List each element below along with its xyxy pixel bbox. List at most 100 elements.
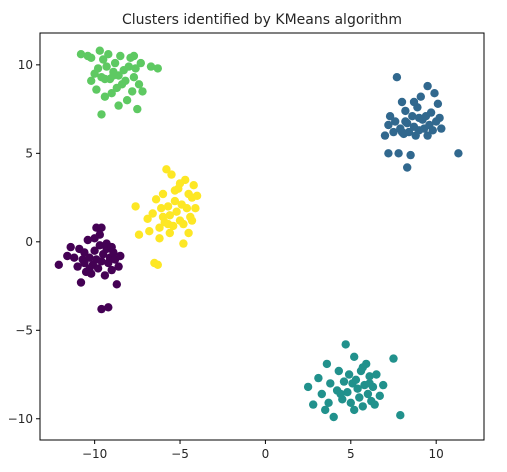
data-point-cluster-3-0 xyxy=(76,50,86,59)
data-point-cluster-1-29 xyxy=(435,113,444,123)
data-point-cluster-1-6 xyxy=(394,149,403,158)
data-point-cluster-2-37 xyxy=(370,400,379,409)
data-point-cluster-0-16 xyxy=(93,264,103,273)
data-point-cluster-4-34 xyxy=(170,186,180,195)
data-point-cluster-4-12 xyxy=(162,165,171,174)
data-point-cluster-1-2 xyxy=(385,112,395,121)
data-point-cluster-1-0 xyxy=(380,131,390,140)
data-point-cluster-3-7 xyxy=(99,55,108,64)
data-point-cluster-3-32 xyxy=(97,110,106,119)
data-point-cluster-4-29 xyxy=(191,204,200,213)
data-point-cluster-3-21 xyxy=(122,96,132,105)
data-point-cluster-1-27 xyxy=(430,89,439,98)
data-point-cluster-3-30 xyxy=(146,62,156,71)
data-point-cluster-4-36 xyxy=(184,228,193,238)
data-point-cluster-3-2 xyxy=(87,76,96,86)
data-point-cluster-2-11 xyxy=(339,377,349,386)
data-point-cluster-4-39 xyxy=(187,216,197,225)
x-tick-label: 0 xyxy=(262,447,270,461)
data-point-cluster-3-22 xyxy=(124,62,133,71)
data-point-cluster-0-3 xyxy=(70,253,79,262)
chart-title: Clusters identified by KMeans algorithm xyxy=(122,12,402,28)
x-axis-ticks: −10 −5 0 5 10 xyxy=(82,440,444,461)
points-layer xyxy=(54,46,463,422)
data-point-cluster-3-20 xyxy=(121,76,130,86)
data-point-cluster-1-12 xyxy=(404,127,414,137)
data-point-cluster-4-33 xyxy=(179,219,188,229)
data-point-cluster-4-28 xyxy=(189,181,198,190)
data-point-cluster-4-18 xyxy=(172,207,181,216)
data-point-cluster-2-17 xyxy=(350,405,359,415)
data-point-cluster-0-32 xyxy=(97,223,106,232)
data-point-cluster-2-6 xyxy=(326,379,335,388)
data-point-cluster-1-1 xyxy=(384,120,393,130)
data-point-cluster-3-12 xyxy=(107,89,116,98)
data-point-cluster-2-14 xyxy=(344,370,354,379)
data-point-cluster-3-31 xyxy=(153,64,162,73)
data-point-cluster-2-34 xyxy=(350,352,359,361)
data-point-cluster-4-13 xyxy=(163,202,173,211)
data-point-cluster-4-3 xyxy=(145,227,154,236)
data-point-cluster-2-1 xyxy=(309,400,318,409)
data-point-cluster-4-37 xyxy=(175,179,185,188)
data-point-cluster-0-14 xyxy=(90,246,99,255)
data-point-cluster-3-9 xyxy=(102,62,111,71)
data-point-cluster-4-1 xyxy=(134,230,144,239)
data-point-cluster-1-31 xyxy=(454,149,463,158)
data-point-cluster-0-24 xyxy=(107,265,116,275)
data-point-cluster-2-13 xyxy=(343,388,352,397)
data-point-cluster-1-4 xyxy=(391,117,400,126)
data-point-cluster-4-0 xyxy=(131,202,140,211)
data-point-cluster-1-39 xyxy=(409,97,419,107)
data-point-cluster-3-25 xyxy=(129,73,139,82)
data-point-cluster-1-36 xyxy=(401,117,410,126)
y-axis-ticks: −10 −5 0 5 10 xyxy=(8,58,40,426)
data-point-cluster-0-2 xyxy=(66,242,75,252)
data-point-cluster-0-18 xyxy=(97,257,106,266)
data-point-cluster-2-0 xyxy=(303,382,313,392)
x-tick-label: −5 xyxy=(171,447,189,461)
data-point-cluster-1-23 xyxy=(423,81,432,91)
data-point-cluster-0-27 xyxy=(112,280,122,289)
data-point-cluster-4-9 xyxy=(157,204,166,213)
data-point-cluster-0-0 xyxy=(54,260,63,269)
data-point-cluster-2-22 xyxy=(358,402,367,411)
data-point-cluster-2-33 xyxy=(396,411,405,420)
data-point-cluster-1-37 xyxy=(433,99,443,109)
data-point-cluster-3-29 xyxy=(136,58,145,68)
data-point-cluster-2-35 xyxy=(336,389,345,399)
data-point-cluster-3-38 xyxy=(138,87,147,96)
data-point-cluster-1-35 xyxy=(414,113,424,123)
y-tick-label: −5 xyxy=(15,323,33,337)
data-point-cluster-3-17 xyxy=(116,51,125,61)
data-point-cluster-2-18 xyxy=(351,375,361,384)
data-point-cluster-4-30 xyxy=(192,191,202,200)
data-point-cluster-3-27 xyxy=(133,104,142,114)
data-point-cluster-1-10 xyxy=(401,106,410,116)
data-point-cluster-3-33 xyxy=(87,53,96,62)
data-point-cluster-0-39 xyxy=(80,258,89,268)
plot-area-frame xyxy=(39,32,485,441)
data-point-cluster-4-38 xyxy=(163,219,173,229)
data-point-cluster-1-32 xyxy=(403,163,412,172)
data-point-cluster-2-26 xyxy=(365,372,374,381)
data-point-cluster-0-17 xyxy=(95,241,105,250)
data-point-cluster-2-19 xyxy=(353,384,362,393)
data-point-cluster-2-12 xyxy=(341,340,350,349)
data-point-cluster-3-10 xyxy=(104,50,113,59)
data-point-cluster-4-31 xyxy=(165,228,174,238)
data-point-cluster-1-14 xyxy=(408,112,417,121)
data-point-cluster-0-20 xyxy=(100,271,110,280)
data-point-cluster-0-28 xyxy=(114,262,123,271)
data-point-cluster-2-3 xyxy=(317,389,326,399)
data-point-cluster-1-8 xyxy=(397,97,407,107)
data-point-cluster-4-2 xyxy=(143,214,152,223)
data-point-cluster-3-14 xyxy=(110,58,120,68)
data-point-cluster-3-26 xyxy=(131,64,140,73)
data-point-cluster-0-11 xyxy=(85,253,94,262)
data-point-cluster-3-35 xyxy=(114,101,123,110)
y-tick-label: −10 xyxy=(8,412,33,426)
data-point-cluster-0-35 xyxy=(97,304,106,314)
data-point-cluster-2-25 xyxy=(363,389,373,399)
data-point-cluster-4-4 xyxy=(148,209,157,218)
